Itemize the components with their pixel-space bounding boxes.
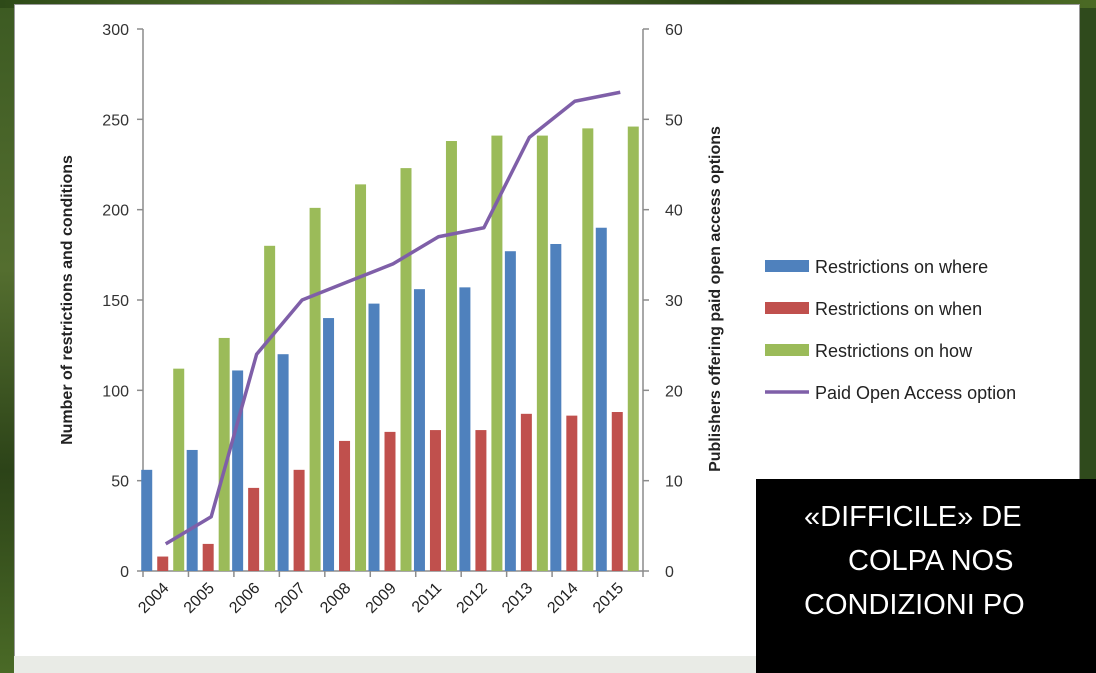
y-tick-label-right: 20 bbox=[665, 383, 683, 400]
x-tick-label: 2015 bbox=[590, 580, 627, 617]
bar-restrictions-on-where bbox=[459, 287, 471, 571]
legend-label-restrictions-on-where: Restrictions on where bbox=[815, 257, 988, 277]
caption-line-2: COLPA NOS bbox=[848, 545, 1014, 577]
bar-restrictions-on-when bbox=[157, 556, 169, 571]
y-tick-label-right: 40 bbox=[665, 203, 683, 220]
y-tick-label-left: 0 bbox=[120, 564, 129, 581]
bar-restrictions-on-when bbox=[339, 440, 351, 571]
caption-line-1: «DIFFICILE» DE bbox=[804, 501, 1022, 533]
bar-restrictions-on-where bbox=[413, 289, 425, 571]
bar-restrictions-on-how bbox=[400, 168, 412, 571]
y-tick-label-left: 50 bbox=[111, 474, 129, 491]
legend-swatch-restrictions-on-how bbox=[765, 344, 809, 356]
bar-restrictions-on-where bbox=[550, 243, 562, 571]
line-paid-open-access-option bbox=[164, 90, 621, 546]
bar-restrictions-on-where bbox=[141, 469, 153, 571]
bar-restrictions-on-when bbox=[248, 487, 260, 571]
y-tick-label-right: 10 bbox=[665, 474, 683, 491]
bar-restrictions-on-when bbox=[475, 430, 487, 571]
bar-restrictions-on-how bbox=[491, 135, 503, 572]
bar-restrictions-on-how bbox=[218, 337, 230, 571]
x-tick-label: 2006 bbox=[226, 580, 263, 617]
bar-restrictions-on-how bbox=[355, 184, 367, 571]
x-tick-label: 2007 bbox=[272, 580, 309, 617]
bar-restrictions-on-where bbox=[323, 318, 335, 571]
bar-restrictions-on-when bbox=[566, 415, 578, 571]
bar-restrictions-on-where bbox=[595, 227, 607, 571]
bar-restrictions-on-when bbox=[611, 412, 623, 571]
bar-restrictions-on-how bbox=[309, 207, 321, 572]
y-tick-label-right: 30 bbox=[665, 293, 683, 310]
bar-restrictions-on-where bbox=[186, 449, 198, 571]
y-tick-label-right: 50 bbox=[665, 112, 683, 129]
x-tick-label: 2014 bbox=[544, 580, 581, 617]
bar-restrictions-on-when bbox=[520, 413, 532, 571]
x-tick-label: 2012 bbox=[454, 580, 491, 617]
bar-restrictions-on-when bbox=[429, 430, 441, 571]
caption-line-3: CONDIZIONI PO bbox=[804, 589, 1025, 621]
bar-restrictions-on-how bbox=[264, 245, 276, 572]
y-axis-title-right: Publishers offering paid open access opt… bbox=[707, 126, 724, 472]
bar-restrictions-on-where bbox=[232, 370, 244, 571]
legend-label-restrictions-on-how: Restrictions on how bbox=[815, 341, 973, 361]
x-tick-label: 2011 bbox=[409, 580, 445, 616]
bar-restrictions-on-how bbox=[445, 141, 457, 571]
x-tick-label: 2009 bbox=[363, 580, 400, 617]
bar-restrictions-on-how bbox=[536, 135, 548, 572]
overlay-caption-box: «DIFFICILE» DE COLPA NOS CONDIZIONI PO bbox=[756, 479, 1096, 673]
bar-restrictions-on-when bbox=[202, 543, 214, 571]
y-tick-label-right: 60 bbox=[665, 22, 683, 39]
y-tick-label-left: 250 bbox=[102, 112, 129, 129]
legend-label-paid-open-access-option: Paid Open Access option bbox=[815, 383, 1016, 403]
y-tick-label-right: 0 bbox=[665, 564, 674, 581]
y-tick-label-left: 300 bbox=[102, 22, 129, 39]
legend-swatch-restrictions-on-where bbox=[765, 260, 809, 272]
y-axis-title-left: Number of restrictions and conditions bbox=[59, 155, 76, 445]
x-tick-label: 2005 bbox=[181, 580, 218, 617]
y-tick-label-left: 150 bbox=[102, 293, 129, 310]
y-tick-label-left: 100 bbox=[102, 383, 129, 400]
bar-restrictions-on-how bbox=[582, 128, 594, 571]
legend-label-restrictions-on-when: Restrictions on when bbox=[815, 299, 982, 319]
bar-restrictions-on-how bbox=[627, 126, 639, 571]
bar-restrictions-on-when bbox=[384, 431, 396, 571]
bar-restrictions-on-when bbox=[293, 469, 305, 571]
bar-restrictions-on-how bbox=[173, 368, 185, 571]
x-tick-label: 2004 bbox=[135, 580, 172, 617]
bar-restrictions-on-where bbox=[504, 251, 516, 571]
y-tick-label-left: 200 bbox=[102, 203, 129, 220]
x-tick-label: 2008 bbox=[317, 580, 354, 617]
x-tick-label: 2013 bbox=[499, 580, 536, 617]
legend-swatch-restrictions-on-when bbox=[765, 302, 809, 314]
bar-restrictions-on-where bbox=[277, 354, 289, 571]
bar-restrictions-on-where bbox=[368, 303, 380, 571]
